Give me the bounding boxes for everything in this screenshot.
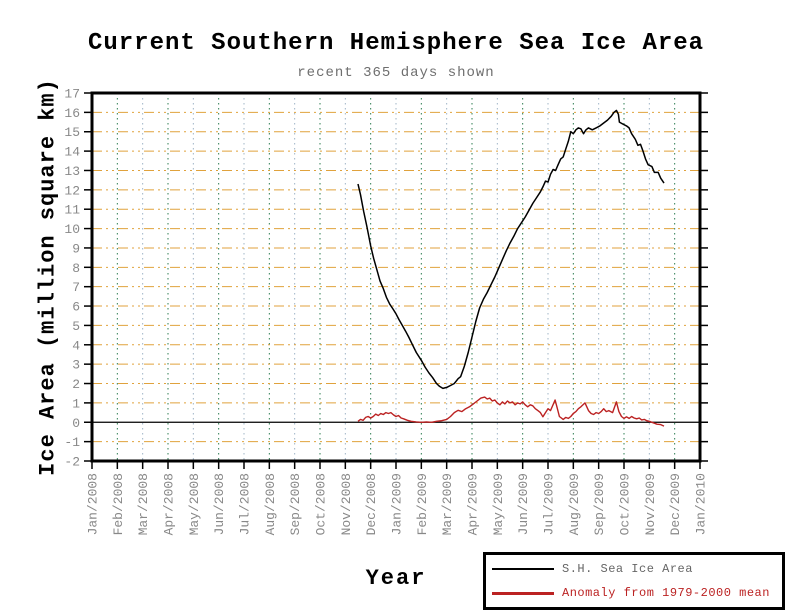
y-tick-label: 9 xyxy=(72,241,80,256)
x-tick-label: Mar/2008 xyxy=(136,473,151,535)
y-tick-label: 5 xyxy=(72,319,80,334)
y-tick-label: 6 xyxy=(72,300,80,315)
legend-label-anomaly: Anomaly from 1979-2000 mean xyxy=(562,586,770,600)
y-tick-label: 8 xyxy=(72,261,80,276)
y-tick-label: 4 xyxy=(72,338,80,353)
x-tick-label: Jul/2009 xyxy=(542,473,557,535)
x-tick-label: Feb/2008 xyxy=(111,473,126,535)
x-tick-label: Oct/2008 xyxy=(314,473,329,535)
x-tick-label: Dec/2008 xyxy=(364,473,379,535)
chart-title: Current Southern Hemisphere Sea Ice Area xyxy=(87,30,705,57)
y-tick-label: 10 xyxy=(64,222,80,237)
legend-line-sea-ice xyxy=(492,568,554,570)
y-tick-label: 16 xyxy=(64,106,80,121)
series-sea-ice-area xyxy=(357,109,665,390)
x-tick-label: Jan/2009 xyxy=(390,473,405,535)
y-tick-label: -1 xyxy=(64,435,80,450)
legend-box: S.H. Sea Ice Area Anomaly from 1979-2000… xyxy=(483,552,785,610)
y-tick-label: -2 xyxy=(64,455,80,470)
x-axis-title: Year xyxy=(365,566,427,591)
chart-subtitle: recent 365 days shown xyxy=(297,65,495,81)
legend-line-anomaly xyxy=(492,591,554,595)
x-tick-label: Dec/2009 xyxy=(668,473,683,535)
x-tick-label: Jul/2008 xyxy=(238,473,253,535)
y-tick-label: 12 xyxy=(64,183,80,198)
x-tick-label: Feb/2009 xyxy=(415,473,430,535)
x-tick-label: Apr/2009 xyxy=(466,473,481,535)
x-tick-label: Nov/2009 xyxy=(643,473,658,535)
x-tick-label: May/2008 xyxy=(187,473,202,535)
x-tick-label: Aug/2009 xyxy=(567,473,582,535)
x-tick-label: Jan/2010 xyxy=(694,473,709,535)
series-anomaly xyxy=(357,396,665,427)
y-tick-label: 0 xyxy=(72,416,80,431)
x-tick-label: Aug/2008 xyxy=(263,473,278,535)
y-tick-label: 13 xyxy=(64,164,80,179)
x-tick-label: Mar/2009 xyxy=(440,473,455,535)
x-tick-label: Jun/2008 xyxy=(212,473,227,535)
y-tick-label: 15 xyxy=(64,125,80,140)
y-tick-label: 1 xyxy=(72,396,80,411)
y-tick-label: 17 xyxy=(64,87,80,102)
x-tick-label: Jun/2009 xyxy=(516,473,531,535)
legend-row-anomaly: Anomaly from 1979-2000 mean xyxy=(492,583,776,603)
plot-frame xyxy=(90,91,702,463)
legend-row-sea-ice: S.H. Sea Ice Area xyxy=(492,559,776,579)
x-tick-label: Sep/2009 xyxy=(592,473,607,535)
x-tick-label: Apr/2008 xyxy=(162,473,177,535)
y-tick-label: 2 xyxy=(72,377,80,392)
legend-label-sea-ice: S.H. Sea Ice Area xyxy=(562,562,693,576)
x-tick-label: Oct/2009 xyxy=(618,473,633,535)
y-tick-label: 11 xyxy=(64,203,80,218)
x-tick-label: Nov/2008 xyxy=(339,473,354,535)
y-tick-label: 7 xyxy=(72,280,80,295)
x-tick-label: May/2009 xyxy=(491,473,506,535)
x-tick-label: Sep/2008 xyxy=(288,473,303,535)
y-tick-label: 14 xyxy=(64,145,80,160)
x-tick-label: Jan/2008 xyxy=(86,473,101,535)
y-tick-label: 3 xyxy=(72,358,80,373)
